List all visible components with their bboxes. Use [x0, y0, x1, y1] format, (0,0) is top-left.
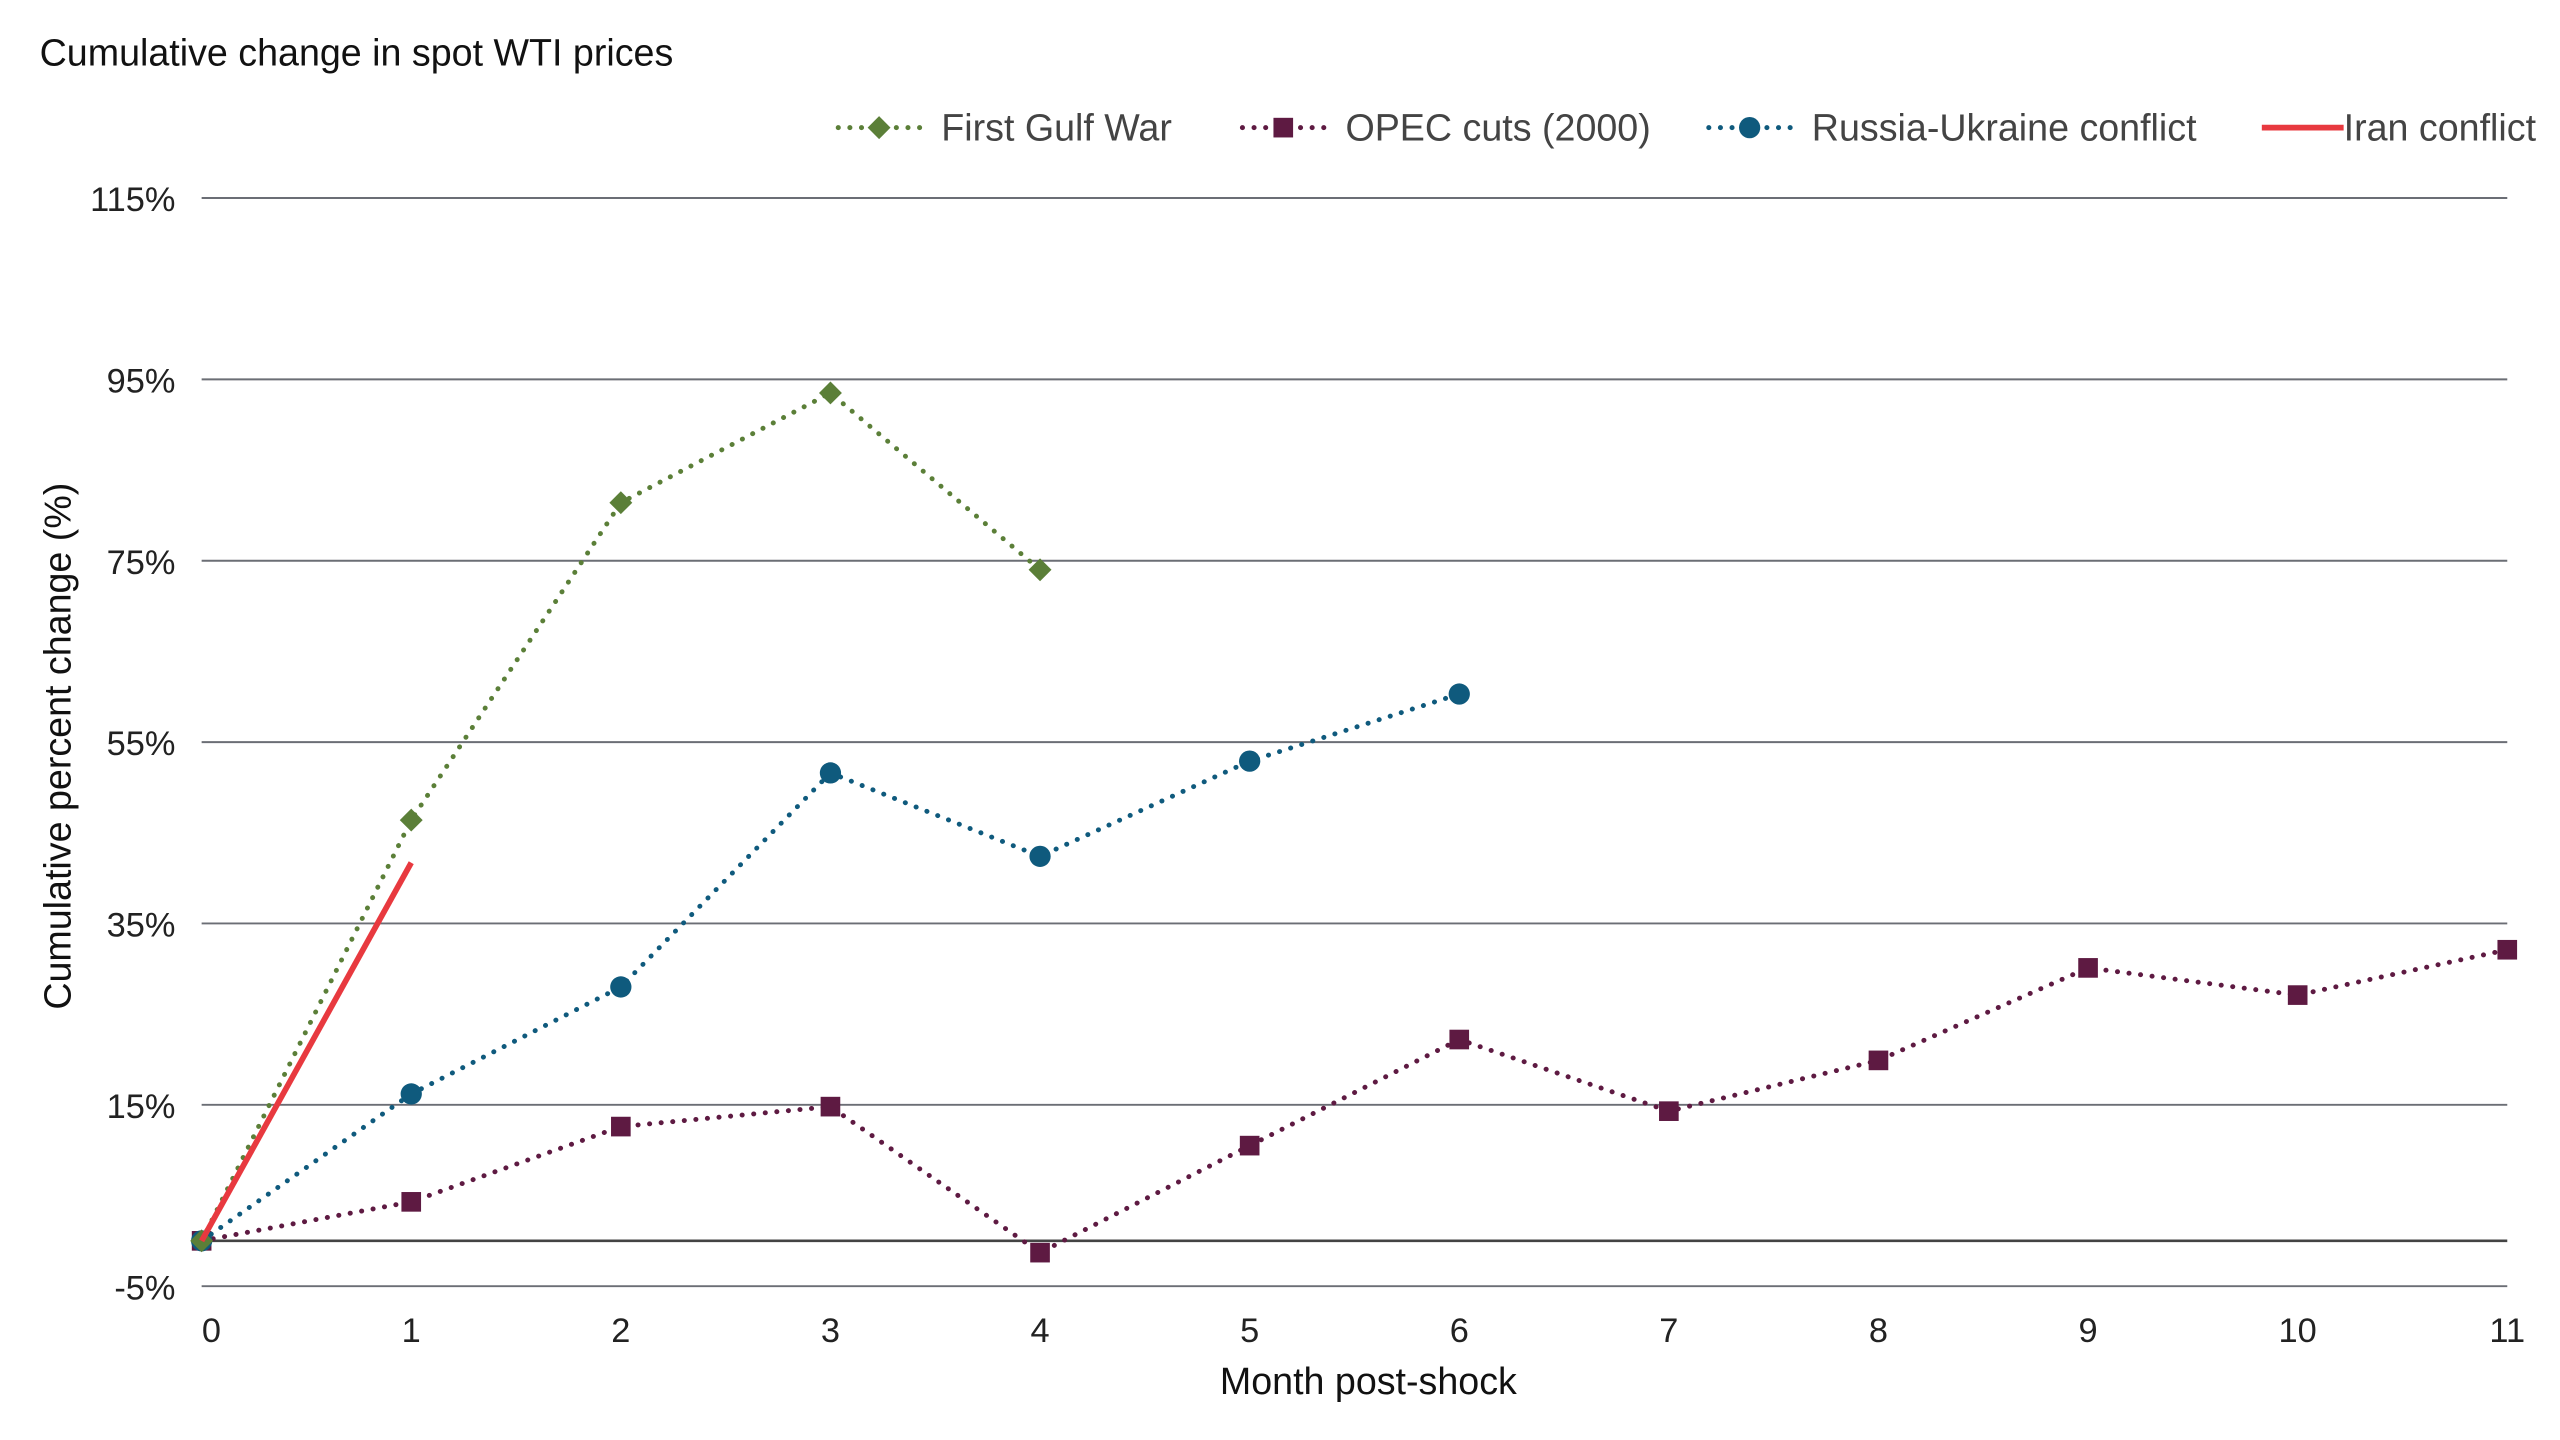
data-point-square: [2497, 939, 2518, 960]
data-point-diamond: [609, 491, 633, 515]
data-point-square: [820, 1096, 841, 1117]
series-line: [199, 390, 1043, 1244]
series-russia-ukraine-conflict: [191, 683, 1470, 1252]
data-point-square: [401, 1192, 422, 1212]
legend-label: OPEC cuts (2000): [1345, 107, 1650, 149]
data-point-square: [611, 1116, 631, 1137]
x-tick-label: 4: [1030, 1312, 1049, 1350]
gridlines: [201, 197, 2508, 1288]
legend-marker-diamond: [867, 116, 891, 140]
series-iran-conflict: [199, 861, 414, 1243]
y-tick-label: 75%: [107, 544, 176, 582]
x-tick-label: 2: [611, 1312, 630, 1350]
y-tick-label: 35%: [107, 907, 176, 945]
legend-marker-square: [1273, 117, 1294, 138]
legend: First Gulf War OPEC cuts (2000) Russia-Ukr…: [835, 107, 2537, 149]
x-tick-label: 5: [1240, 1312, 1259, 1350]
x-tick-label: 9: [2079, 1312, 2098, 1350]
data-point-square: [1659, 1101, 1679, 1121]
x-tick-label: 10: [2279, 1312, 2317, 1350]
data-point-circle: [1029, 845, 1051, 867]
data-point-square: [2287, 985, 2308, 1005]
series-line: [199, 947, 2510, 1256]
data-point-square: [1868, 1050, 1889, 1071]
y-axis-ticks: -5% 15% 35% 55% 75% 95% 115%: [90, 181, 175, 1307]
x-tick-label: 11: [2489, 1312, 2525, 1350]
data-point-square: [1449, 1029, 1470, 1050]
data-point-circle: [819, 762, 842, 784]
data-point-square: [1030, 1242, 1050, 1263]
series-opec-cuts-2000-: [191, 939, 2518, 1263]
y-axis-label: Cumulative percent change (%): [37, 483, 79, 1010]
x-axis-ticks: 0 1 2 3 4 5 6 7 8 9 10 11: [202, 1312, 2525, 1350]
series-line: [199, 861, 414, 1243]
data-point-diamond: [818, 381, 842, 405]
x-tick-label: 6: [1450, 1312, 1469, 1350]
data-point-circle: [1239, 750, 1261, 772]
x-tick-label: 0: [202, 1312, 221, 1350]
legend-item: Iran conflict: [2261, 107, 2537, 149]
legend-item: First Gulf War: [835, 107, 1172, 149]
x-tick-label: 7: [1659, 1312, 1678, 1350]
legend-label: Russia-Ukraine conflict: [1812, 107, 2197, 149]
legend-label: First Gulf War: [941, 107, 1172, 149]
y-tick-label: 115%: [90, 181, 175, 219]
data-point-circle: [610, 976, 632, 998]
data-point-circle: [1448, 683, 1470, 705]
data-point-diamond: [399, 808, 423, 832]
y-tick-label: 95%: [107, 362, 176, 400]
legend-marker-circle: [1739, 117, 1761, 139]
data-point-square: [1239, 1135, 1260, 1156]
x-tick-label: 3: [821, 1312, 840, 1350]
y-tick-label: 15%: [107, 1088, 176, 1126]
legend-item: Russia-Ukraine conflict: [1706, 107, 2197, 149]
data-point-diamond: [1028, 558, 1052, 582]
x-tick-label: 8: [1869, 1312, 1888, 1350]
legend-item: OPEC cuts (2000): [1239, 107, 1651, 149]
legend-label: Iran conflict: [2344, 107, 2537, 149]
y-tick-label: 55%: [107, 725, 176, 763]
y-tick-label: -5%: [114, 1269, 175, 1307]
data-point-circle: [400, 1083, 422, 1105]
data-point-square: [2078, 958, 2098, 978]
x-tick-label: 1: [402, 1312, 421, 1350]
chart-title: Cumulative change in spot WTI prices: [40, 31, 674, 73]
series-layer: [190, 381, 2518, 1263]
x-axis-label: Month post-shock: [1220, 1360, 1517, 1402]
